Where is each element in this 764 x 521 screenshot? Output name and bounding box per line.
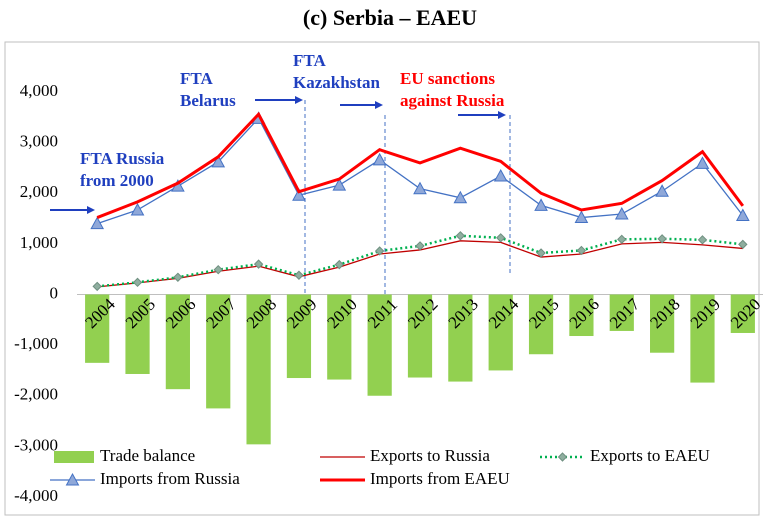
point-marker [374,246,385,256]
bar [609,294,634,331]
arrow-head [295,96,303,104]
y-tick-label: -2,000 [14,385,58,404]
point-marker [557,452,568,462]
arrow-head [498,111,506,119]
y-tick-label: 1,000 [20,233,58,252]
point-marker [536,248,546,258]
point-marker [65,472,80,486]
series-line [96,111,745,219]
legend-label: Exports to EAEU [590,446,710,465]
bar [85,294,110,363]
annotation: FTA Russia [80,149,165,168]
y-tick-label: 3,000 [20,132,58,151]
bar [206,294,231,409]
bar [165,294,190,390]
point-marker [173,272,183,282]
point-marker [617,234,627,245]
annotation: FTA [180,69,213,88]
annotation: against Russia [400,91,505,110]
point-marker [493,168,508,182]
arrow-head [375,101,383,109]
y-tick-label: -3,000 [14,435,58,454]
point-marker [657,234,667,244]
point-marker [294,270,304,280]
legend-label: Imports from Russia [100,469,240,488]
point-marker [534,198,548,211]
bar [286,294,312,379]
bar [448,294,473,382]
y-tick-label: 2,000 [20,182,58,201]
bar [407,294,433,378]
annotation: FTA [293,51,326,70]
point-marker [697,235,708,245]
point-marker [415,241,425,251]
y-tick-label: 4,000 [20,81,58,100]
point-marker [495,233,506,243]
bar [327,294,352,380]
point-marker [574,210,589,224]
y-tick-label: 0 [50,283,59,302]
bar [730,294,755,333]
legend-item: Exports to Russia [320,446,490,465]
y-tick-label: -4,000 [14,486,58,505]
point-marker [372,152,387,166]
annotation: from 2000 [80,171,154,190]
chart-frame [4,41,760,516]
legend-label: Imports from EAEU [370,469,510,488]
legend-item: Trade balance [54,446,195,465]
arrow-head [87,206,95,214]
point-marker [92,281,102,292]
point-marker [292,188,306,201]
point-marker [334,259,345,270]
bar [528,294,554,355]
legend-label: Trade balance [100,446,195,465]
point-marker [413,181,427,195]
legend-item: Imports from EAEU [320,469,510,488]
annotation: EU sanctions [400,69,495,88]
y-tick-label: -1,000 [14,334,58,353]
annotation: Kazakhstan [293,73,380,92]
bar [246,294,271,445]
point-marker [655,184,669,197]
bar [367,294,392,396]
legend-item: Exports to EAEU [540,446,710,465]
point-marker [455,231,466,241]
point-marker [738,239,748,250]
bar [569,294,594,337]
legend-item: Imports from Russia [50,469,240,488]
point-marker [332,178,347,191]
point-marker [735,208,750,222]
chart-title: (c) Serbia – EAEU [303,5,477,30]
bar [690,294,715,383]
annotation: Belarus [180,91,236,110]
point-marker [90,216,105,230]
bar [650,294,675,353]
point-marker [132,277,143,288]
legend-label: Exports to Russia [370,446,490,465]
point-marker [253,259,264,269]
bar [488,294,513,371]
bar [125,294,150,374]
series-line [97,234,743,288]
point-marker [130,202,145,216]
point-marker [576,245,587,256]
point-marker [211,154,226,168]
point-marker [213,264,223,275]
point-marker [453,190,468,204]
point-marker [614,206,629,220]
legend-swatch [54,451,94,463]
point-marker [695,156,710,169]
